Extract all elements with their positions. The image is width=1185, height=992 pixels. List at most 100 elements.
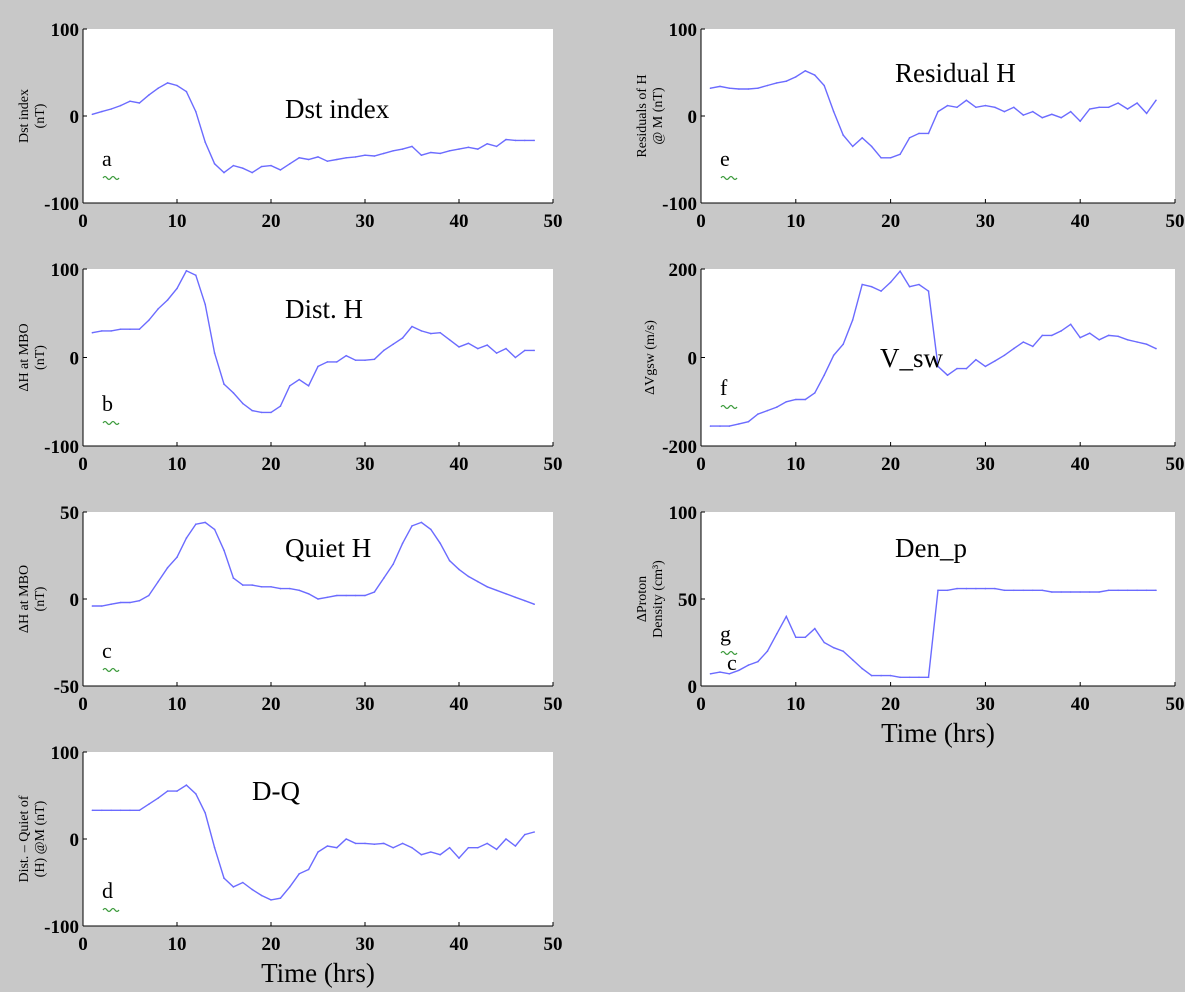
data-point <box>495 352 498 354</box>
data-point <box>1117 589 1119 592</box>
data-point <box>956 106 958 109</box>
data-point <box>204 303 206 306</box>
data-point <box>785 615 788 618</box>
y-axis-label-line: (H) @M (nT) <box>33 800 48 877</box>
y-tick-label: 0 <box>688 107 698 128</box>
data-point <box>176 287 178 290</box>
data-point <box>1069 110 1072 113</box>
data-point <box>317 851 319 853</box>
data-point <box>91 113 94 116</box>
x-tick-label: 40 <box>450 211 469 232</box>
data-point <box>185 270 188 272</box>
data-point <box>458 148 460 150</box>
data-point <box>975 587 977 590</box>
data-point <box>1013 589 1015 592</box>
data-point <box>1060 116 1062 119</box>
data-point <box>1136 341 1138 343</box>
data-point <box>157 580 159 583</box>
data-point <box>383 152 385 155</box>
data-point <box>533 349 535 352</box>
data-point <box>298 873 301 875</box>
y-tick-label: 0 <box>70 590 80 611</box>
y-axis-label: Residuals of H @ M (nT) <box>635 74 666 157</box>
data-point <box>232 392 235 394</box>
data-point <box>345 157 348 159</box>
x-axis-label: Time (hrs) <box>881 718 995 748</box>
data-point <box>785 80 788 82</box>
x-tick-label: 20 <box>881 694 900 715</box>
data-point <box>101 110 103 113</box>
panel-letter: b <box>102 391 113 416</box>
data-point <box>232 577 235 579</box>
data-point <box>251 584 253 586</box>
data-point <box>889 281 892 284</box>
data-point <box>251 171 253 174</box>
data-point <box>129 601 131 604</box>
data-point <box>823 641 825 644</box>
data-point <box>795 636 797 639</box>
data-point <box>899 676 901 679</box>
data-point <box>994 587 996 590</box>
x-tick-label: 0 <box>696 694 706 715</box>
data-point <box>1003 589 1006 592</box>
data-point <box>392 150 395 152</box>
data-point <box>495 589 498 592</box>
x-tick-label: 0 <box>78 454 88 475</box>
data-point <box>927 676 930 679</box>
x-tick-label: 0 <box>78 211 88 232</box>
x-tick-label: 50 <box>544 211 563 232</box>
data-point <box>1022 589 1025 592</box>
data-point <box>937 110 939 113</box>
x-tick-label: 50 <box>1166 694 1185 715</box>
data-point <box>289 163 291 165</box>
data-point <box>1041 589 1044 592</box>
data-point <box>1060 591 1062 593</box>
y-tick-label: 0 <box>688 677 698 698</box>
data-point <box>420 330 423 332</box>
data-point <box>533 139 535 142</box>
data-point <box>223 383 225 385</box>
data-point <box>1003 110 1006 113</box>
panel-letter: c <box>102 638 112 663</box>
data-point <box>242 167 244 169</box>
data-point <box>1117 102 1119 104</box>
data-point <box>984 365 987 368</box>
data-point <box>176 790 178 792</box>
data-point <box>401 148 404 150</box>
data-point <box>364 594 366 597</box>
data-point <box>994 360 996 362</box>
data-point <box>326 596 329 599</box>
data-point <box>1117 335 1119 338</box>
data-point <box>1098 106 1100 109</box>
y-axis-label-line: ΔProton <box>635 576 650 622</box>
data-point <box>524 139 526 142</box>
data-point <box>795 398 797 401</box>
panel-letter: g <box>720 621 731 646</box>
x-tick-label: 20 <box>262 454 281 475</box>
data-point <box>776 406 778 408</box>
data-point <box>213 846 216 849</box>
y-axis-label: ΔH at MBO (nT) <box>17 323 48 391</box>
x-tick-label: 50 <box>544 694 563 715</box>
data-point <box>279 405 282 408</box>
y-tick-label: 50 <box>60 503 79 524</box>
data-point <box>1069 591 1072 593</box>
data-point <box>795 76 797 78</box>
x-tick-label: 30 <box>356 454 375 475</box>
x-tick-label: 30 <box>976 694 995 715</box>
y-tick-label: 0 <box>70 107 80 128</box>
data-point <box>364 359 366 362</box>
panel-title: Dist. H <box>285 294 363 324</box>
x-tick-label: 20 <box>881 454 900 475</box>
data-point <box>1041 334 1044 337</box>
data-point <box>213 163 216 165</box>
data-point <box>204 141 206 143</box>
data-point <box>129 328 131 331</box>
data-point <box>251 409 253 412</box>
data-point <box>138 809 141 812</box>
series-line <box>710 587 1156 678</box>
data-point <box>1126 339 1129 341</box>
